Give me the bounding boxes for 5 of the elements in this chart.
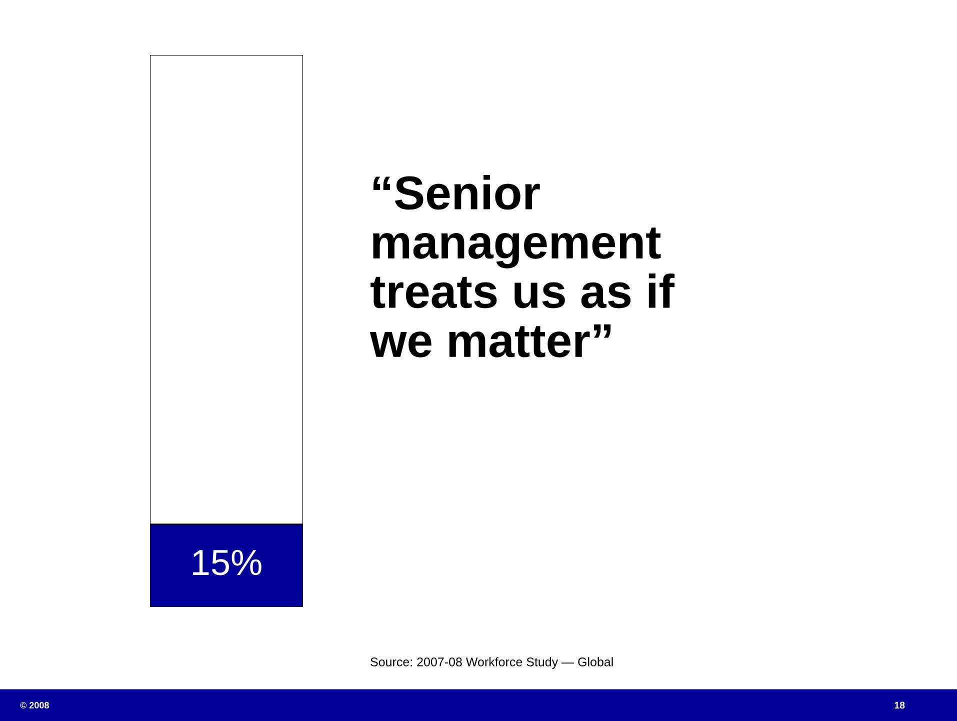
data-label: 15%: [193, 550, 262, 576]
text: © 2008: [20, 702, 49, 708]
source-note: Source: 2007-08 Workforce Study — Global: [370, 657, 613, 669]
text: “Senior management treats us as if we matter”: [370, 175, 675, 358]
text: 18: [894, 702, 905, 709]
